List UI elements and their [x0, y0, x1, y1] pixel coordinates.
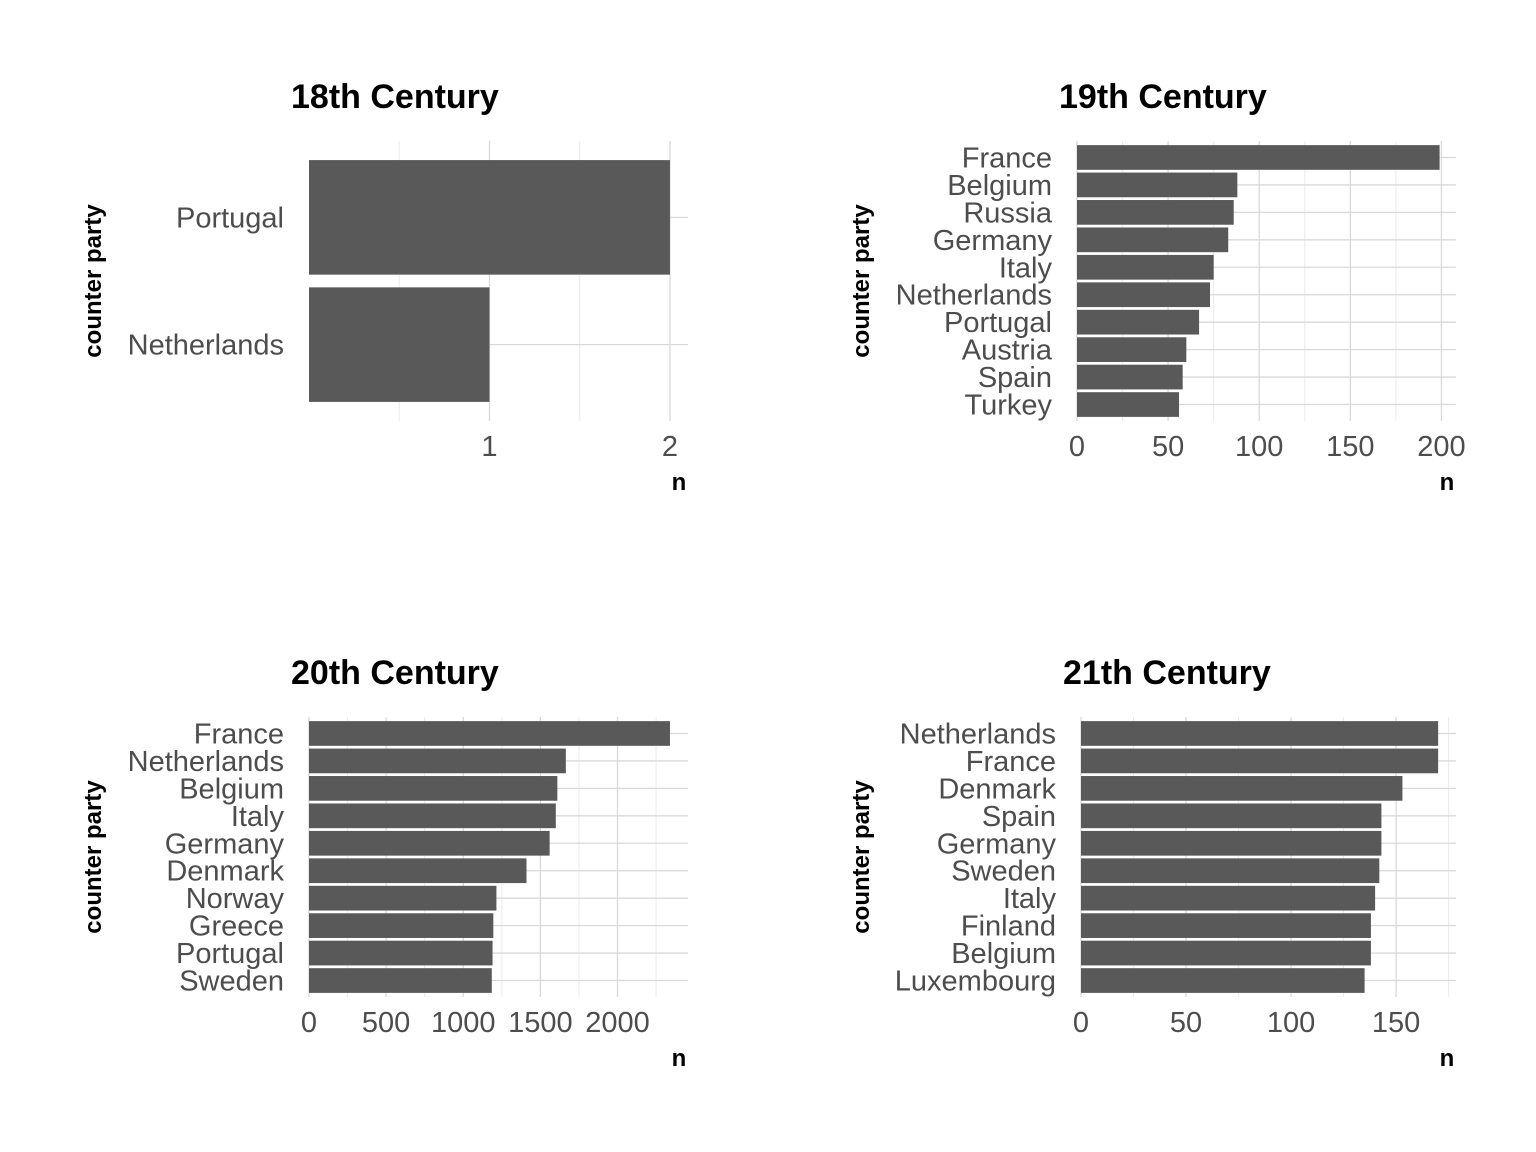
- x-tick-label: 2: [662, 431, 678, 463]
- panel-title: 20th Century: [291, 654, 499, 692]
- y-tick-label-austria: Austria: [962, 335, 1053, 367]
- y-axis-title: counter party: [848, 780, 875, 934]
- y-tick-label-finland: Finland: [961, 911, 1056, 943]
- x-tick-label: 50: [1152, 431, 1184, 463]
- bar-netherlands: [309, 287, 490, 402]
- bar-france: [309, 721, 670, 746]
- x-tick-label: 100: [1267, 1007, 1315, 1039]
- y-tick-label-germany: Germany: [937, 828, 1057, 860]
- bar-belgium: [309, 776, 558, 801]
- bar-netherlands: [309, 748, 566, 774]
- y-tick-label-france: France: [194, 718, 284, 750]
- x-tick-label: 1500: [508, 1007, 573, 1039]
- panel-title: 19th Century: [1059, 78, 1267, 116]
- bar-finland: [1081, 913, 1371, 938]
- x-tick-label: 150: [1372, 1007, 1420, 1039]
- y-tick-label-turkey: Turkey: [964, 390, 1052, 422]
- bar-france: [1081, 748, 1439, 774]
- y-tick-label-sweden: Sweden: [951, 856, 1056, 888]
- y-tick-label-germany: Germany: [165, 828, 285, 860]
- x-axis-title: n: [1440, 1045, 1455, 1072]
- y-tick-label-spain: Spain: [982, 801, 1056, 833]
- panel-20th-century: FranceNetherlandsBelgiumItalyGermanyDenm…: [80, 654, 688, 1072]
- x-axis-title: n: [672, 1045, 687, 1072]
- x-tick-label: 1: [481, 431, 497, 463]
- panel-18th-century: Portugal Netherlands 1 2 18th Century n counte…: [80, 78, 688, 496]
- bar-portugal: [309, 160, 670, 275]
- bar-spain: [1081, 803, 1382, 829]
- panel-title: 18th Century: [291, 78, 499, 116]
- y-tick-label-russia: Russia: [963, 197, 1053, 229]
- y-tick-label-italy: Italy: [1003, 883, 1057, 915]
- y-tick-label-sweden: Sweden: [179, 966, 284, 998]
- x-axis-title: n: [672, 469, 687, 496]
- y-axis-title: counter party: [80, 204, 107, 358]
- y-tick-label-belgium: Belgium: [951, 938, 1056, 970]
- bar-spain: [1077, 364, 1183, 390]
- bar-sweden: [1081, 858, 1380, 884]
- x-tick-label: 0: [1073, 1007, 1089, 1039]
- bar-germany: [309, 830, 550, 856]
- y-tick-label-greece: Greece: [189, 911, 284, 943]
- y-tick-label-norway: Norway: [186, 883, 285, 915]
- bar-russia: [1077, 200, 1234, 225]
- bar-belgium: [1081, 940, 1371, 966]
- x-tick-label: 150: [1326, 431, 1374, 463]
- x-tick-label: 100: [1235, 431, 1283, 463]
- bar-turkey: [1077, 392, 1180, 417]
- x-tick-label: 2000: [585, 1007, 650, 1039]
- y-tick-label-luxembourg: Luxembourg: [895, 966, 1056, 998]
- bar-denmark: [309, 858, 527, 884]
- bar-portugal: [309, 940, 493, 966]
- y-tick-label-netherlands: Netherlands: [900, 718, 1056, 750]
- bar-italy: [1077, 254, 1214, 280]
- y-tick-label-portugal: Portugal: [176, 202, 284, 234]
- y-tick-label-netherlands: Netherlands: [128, 746, 284, 778]
- bar-germany: [1077, 227, 1229, 253]
- bar-norway: [309, 885, 497, 911]
- y-axis-title: counter party: [80, 780, 107, 934]
- x-tick-label: 1000: [431, 1007, 496, 1039]
- bar-germany: [1081, 830, 1382, 856]
- bar-luxembourg: [1081, 968, 1365, 993]
- x-axis-title: n: [1440, 469, 1455, 496]
- y-tick-label-france: France: [966, 746, 1056, 778]
- y-tick-label-germany: Germany: [933, 225, 1053, 257]
- y-tick-label-italy: Italy: [999, 252, 1053, 284]
- bar-austria: [1077, 337, 1187, 362]
- panel-19th-century: FranceBelgiumRussiaGermanyItalyNetherlan…: [848, 78, 1466, 496]
- bar-denmark: [1081, 776, 1403, 801]
- y-tick-label-spain: Spain: [978, 362, 1052, 394]
- y-tick-label-portugal: Portugal: [176, 938, 284, 970]
- y-tick-label-netherlands: Netherlands: [128, 330, 284, 362]
- panel-title: 21th Century: [1063, 654, 1271, 692]
- y-axis-title: counter party: [848, 204, 875, 358]
- bar-netherlands: [1081, 721, 1439, 746]
- y-tick-label-portugal: Portugal: [944, 307, 1052, 339]
- bar-france: [1077, 145, 1440, 170]
- bar-netherlands: [1077, 282, 1211, 308]
- y-tick-label-belgium: Belgium: [179, 773, 284, 805]
- panel-21th-century: NetherlandsFranceDenmarkSpainGermanySwed…: [848, 654, 1456, 1072]
- x-tick-label: 0: [1069, 431, 1085, 463]
- bar-greece: [309, 913, 494, 938]
- bar-sweden: [309, 968, 492, 993]
- x-tick-label: 500: [362, 1007, 410, 1039]
- y-tick-label-denmark: Denmark: [938, 773, 1056, 805]
- bar-belgium: [1077, 172, 1238, 198]
- y-tick-label-netherlands: Netherlands: [896, 280, 1052, 312]
- x-tick-label: 50: [1170, 1007, 1202, 1039]
- bar-italy: [309, 803, 556, 829]
- y-tick-label-italy: Italy: [231, 801, 285, 833]
- x-tick-label: 200: [1417, 431, 1465, 463]
- y-tick-label-france: France: [962, 142, 1052, 174]
- bar-portugal: [1077, 309, 1200, 335]
- bar-italy: [1081, 885, 1376, 911]
- y-tick-label-denmark: Denmark: [166, 856, 284, 888]
- y-tick-label-belgium: Belgium: [947, 170, 1052, 202]
- x-tick-label: 0: [301, 1007, 317, 1039]
